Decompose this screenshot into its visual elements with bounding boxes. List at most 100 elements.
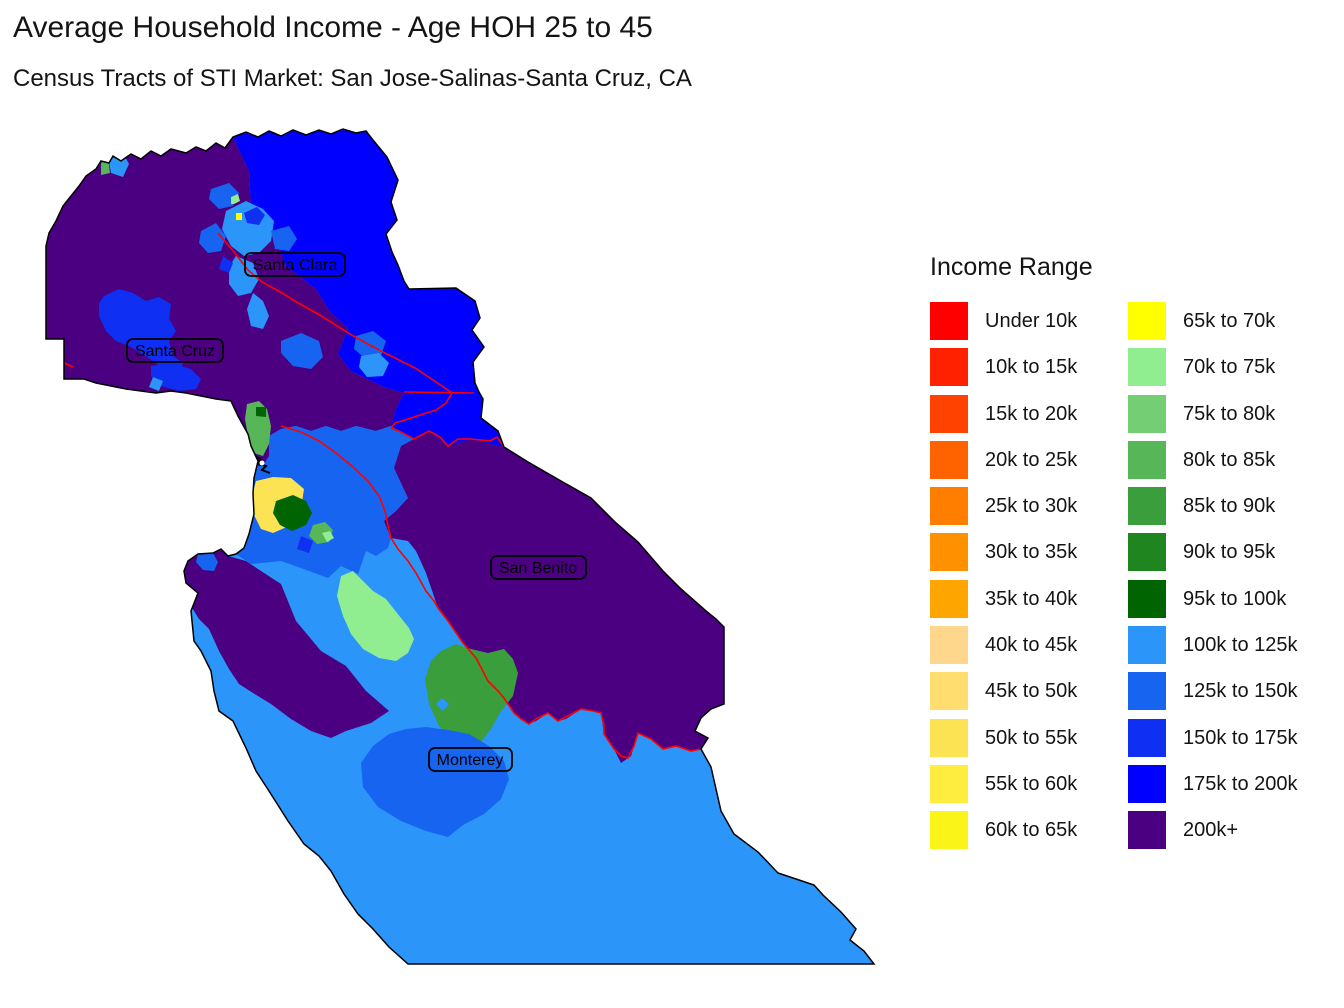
region-nw-speck [101,158,110,175]
county-boundaries [46,232,702,759]
page-title: Average Household Income - Age HOH 25 to… [13,11,653,44]
county-line [217,232,454,429]
legend-item: 50k to 55k [930,718,1128,757]
region-watsonville [236,416,414,578]
region-coastal-tract [151,363,201,391]
legend-item: 125k to 150k [1128,672,1344,711]
county-line [280,425,449,622]
legend-swatch [1128,302,1166,340]
legend-swatch [930,487,968,526]
region-santa-cruz-mountains [46,137,404,466]
legend-swatch [1128,811,1166,850]
legend-label: 50k to 55k [985,726,1078,749]
legend-swatch [930,811,968,850]
legend-item: 150k to 175k [1128,718,1344,757]
legend-label: 75k to 80k [1183,402,1276,425]
legend-label: 20k to 25k [985,448,1078,471]
legend-item: 10k to 15k [930,348,1128,387]
legend-item: 75k to 80k [1128,394,1344,433]
legend-swatch [1128,672,1166,711]
region-peninsula-tract [196,553,218,571]
region-santa-cruz-dark [256,407,266,417]
legend-item: Under 10k [930,302,1128,340]
county-label-box [244,252,346,277]
legend-label: 45k to 50k [985,680,1078,703]
legend: Income Range Under 10k 10k to 15k 15k to… [930,250,1344,858]
legend-swatch [1128,764,1166,803]
legend-item: 90k to 95k [1128,533,1344,572]
county-label-box [490,555,587,580]
region-san-jose-tract [359,353,389,377]
legend-swatch [1128,533,1166,572]
legend-item: 65k to 70k [1128,302,1344,340]
region-san-jose-tract [229,256,259,296]
county-line [403,391,475,394]
region-monterey-city [361,727,509,837]
region-monterey-peninsula [184,549,389,738]
region-san-jose-tract [231,194,240,204]
legend-label: 150k to 175k [1183,726,1298,749]
legend-swatch [930,394,968,433]
region-dark-green [273,495,312,531]
legend-swatch [930,533,968,572]
region-san-jose-tract [247,293,269,329]
region-san-jose-tract [271,226,297,251]
legend-label: Under 10k [985,310,1078,332]
legend-swatch [930,302,968,340]
county-label: San Benito [499,560,577,577]
legend-label: 95k to 100k [1183,587,1287,610]
region-san-jose-tract [244,207,265,225]
legend-label: 70k to 75k [1183,356,1276,379]
region-san-jose-tract [219,256,233,273]
legend-label: 175k to 200k [1183,772,1298,795]
legend-item: 20k to 25k [930,440,1128,479]
legend-title: Income Range [930,253,1093,281]
county-label: Monterey [437,752,504,769]
legend-swatch [930,626,968,665]
legend-swatch [1128,440,1166,479]
legend-label: 30k to 35k [985,541,1078,564]
legend-item: 45k to 50k [930,672,1128,711]
region-east-patch [761,553,809,589]
county-label-box [428,747,513,772]
legend-item: 60k to 65k [930,811,1128,850]
legend-item: 15k to 20k [930,394,1128,433]
legend-column-left: Under 10k 10k to 15k 15k to 20k 20k to 2… [930,302,1128,858]
legend-swatch [1128,487,1166,526]
legend-label: 25k to 30k [985,495,1078,518]
legend-label: 15k to 20k [985,402,1078,425]
legend-label: 40k to 45k [985,634,1078,657]
region-santa-clara-east [233,129,504,447]
legend-swatch [1128,579,1166,618]
legend-item: 70k to 75k [1128,348,1344,387]
legend-swatch [930,764,968,803]
legend-swatch [1128,626,1166,665]
legend-item: 40k to 45k [930,626,1128,665]
legend-item: 200k+ [1128,811,1344,850]
region-green-speck [322,531,334,542]
region-san-jose-tract [236,213,242,220]
legend-label: 60k to 65k [985,819,1078,842]
legend-label: 55k to 60k [985,772,1078,795]
legend-column-right: 65k to 70k 70k to 75k 75k to 80k 80k to … [1128,302,1344,858]
region-san-benito [384,431,724,763]
legend-label: 90k to 95k [1183,541,1276,564]
county-labels: Santa Clara Santa Cruz San Benito Monter… [126,252,587,772]
page-subtitle: Census Tracts of STI Market: San Jose-Sa… [13,65,692,92]
legend-swatch [1128,348,1166,387]
legend-item: 25k to 30k [930,487,1128,526]
legend-label: 125k to 150k [1183,680,1298,703]
legend-item: 95k to 100k [1128,579,1344,618]
region-san-jose-tract [199,223,226,253]
legend-swatch [930,579,968,618]
legend-swatch [1128,718,1166,757]
legend-item: 35k to 40k [930,579,1128,618]
county-label-box [126,338,224,363]
legend-label: 85k to 90k [1183,495,1276,518]
legend-swatch [1128,394,1166,433]
legend-item: 55k to 60k [930,764,1128,803]
legend-swatch [930,348,968,387]
legend-label: 35k to 40k [985,587,1078,610]
region-prunedale [337,571,414,661]
